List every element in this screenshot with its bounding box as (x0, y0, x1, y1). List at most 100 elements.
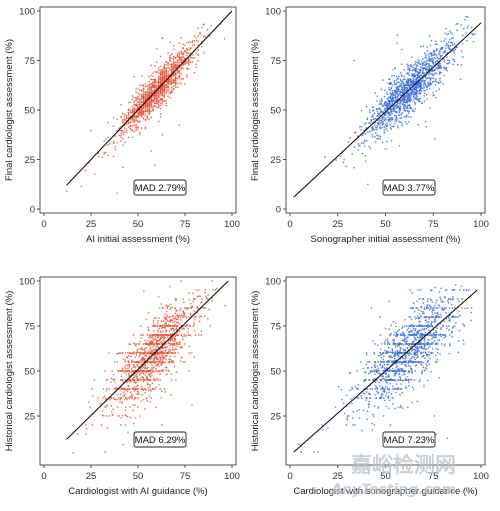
data-point (397, 373, 400, 376)
data-point (118, 352, 121, 354)
data-point (142, 356, 145, 359)
data-point (161, 100, 164, 103)
data-point (378, 112, 381, 115)
data-point (211, 280, 214, 282)
data-point (112, 373, 115, 376)
data-point (132, 370, 135, 372)
data-point (127, 388, 129, 390)
data-point (180, 61, 183, 64)
data-point (404, 105, 406, 107)
data-point (373, 377, 376, 380)
data-point (137, 388, 139, 390)
data-point (121, 379, 124, 381)
data-point (435, 48, 438, 50)
data-point (137, 105, 139, 107)
data-point (421, 312, 424, 315)
data-point (416, 350, 419, 352)
y-tick-label: 50 (24, 105, 35, 116)
data-point (138, 355, 141, 358)
data-point (172, 55, 175, 58)
data-point (142, 84, 145, 87)
data-point (85, 427, 88, 430)
data-point (118, 127, 121, 129)
data-point (176, 86, 179, 88)
data-point (416, 353, 419, 356)
data-point (196, 306, 199, 308)
data-point (169, 91, 171, 93)
data-point (191, 403, 193, 406)
data-point (408, 316, 411, 318)
data-point (170, 303, 172, 306)
data-point (157, 96, 160, 99)
data-point (143, 388, 146, 390)
data-point (146, 92, 149, 95)
data-point (399, 121, 402, 124)
data-point (193, 330, 196, 332)
data-point (155, 102, 158, 105)
data-point (439, 328, 442, 330)
data-point (137, 101, 139, 103)
data-point (412, 96, 415, 99)
y-tick-label: 50 (24, 366, 35, 377)
data-point (367, 131, 369, 133)
data-point (157, 69, 160, 71)
data-point (176, 325, 179, 327)
data-point (438, 339, 441, 341)
data-point (460, 285, 463, 288)
data-point (423, 72, 425, 74)
data-point (383, 119, 386, 121)
data-point (167, 70, 169, 73)
data-point (130, 368, 133, 370)
data-point (380, 99, 383, 102)
data-point (124, 409, 127, 412)
data-point (386, 363, 388, 366)
data-point (181, 328, 183, 331)
data-point (384, 118, 387, 121)
data-point (145, 318, 148, 321)
data-point (127, 431, 129, 434)
data-point (370, 366, 373, 369)
data-point (379, 114, 381, 117)
data-point (177, 314, 179, 317)
data-point (364, 160, 367, 163)
data-point (139, 133, 141, 136)
data-point (131, 352, 133, 354)
data-point (152, 370, 155, 373)
data-point (398, 111, 400, 113)
data-point (436, 43, 438, 46)
data-point (174, 348, 177, 350)
data-point (169, 80, 171, 83)
data-point (432, 77, 435, 80)
data-point (423, 92, 426, 95)
data-point (409, 106, 411, 108)
data-point (387, 346, 390, 349)
data-point (408, 361, 411, 363)
data-point (445, 307, 447, 309)
data-point (167, 61, 169, 64)
data-point (383, 341, 386, 344)
data-point (425, 327, 428, 330)
data-point (171, 343, 174, 345)
data-point (377, 114, 380, 117)
data-point (383, 104, 385, 106)
data-point (150, 99, 153, 102)
data-point (446, 299, 449, 302)
data-point (116, 118, 119, 121)
data-point (80, 185, 83, 188)
data-point (193, 71, 196, 74)
data-point (399, 90, 402, 93)
data-point (387, 363, 390, 366)
data-point (170, 373, 173, 375)
data-point (190, 307, 193, 309)
data-point (435, 90, 438, 93)
data-point (137, 120, 139, 122)
data-point (388, 78, 391, 80)
data-point (385, 91, 388, 94)
data-point (383, 129, 386, 131)
data-point (147, 312, 150, 314)
data-point (136, 350, 138, 352)
data-point (393, 74, 396, 77)
y-tick-label: 100 (265, 6, 281, 17)
data-point (120, 115, 122, 118)
data-point (357, 143, 360, 145)
